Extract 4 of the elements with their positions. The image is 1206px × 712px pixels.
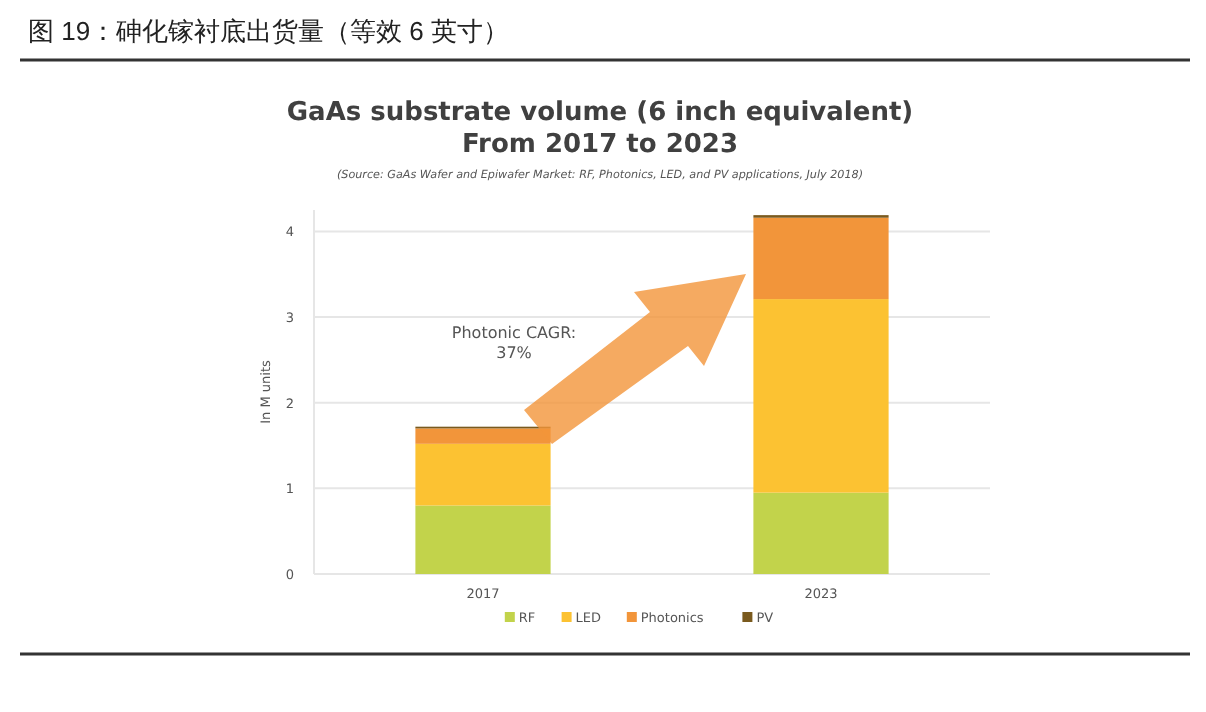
- chart-subtitle: From 2017 to 2023: [461, 130, 739, 160]
- annotation: Photonic CAGR: 37%: [451, 324, 577, 362]
- caption: 图 19：砷化镓衬底出货量（等效 6 英寸）: [28, 16, 510, 46]
- chart-title: GaAs substrate volume (6 inch equivalent): [286, 98, 914, 128]
